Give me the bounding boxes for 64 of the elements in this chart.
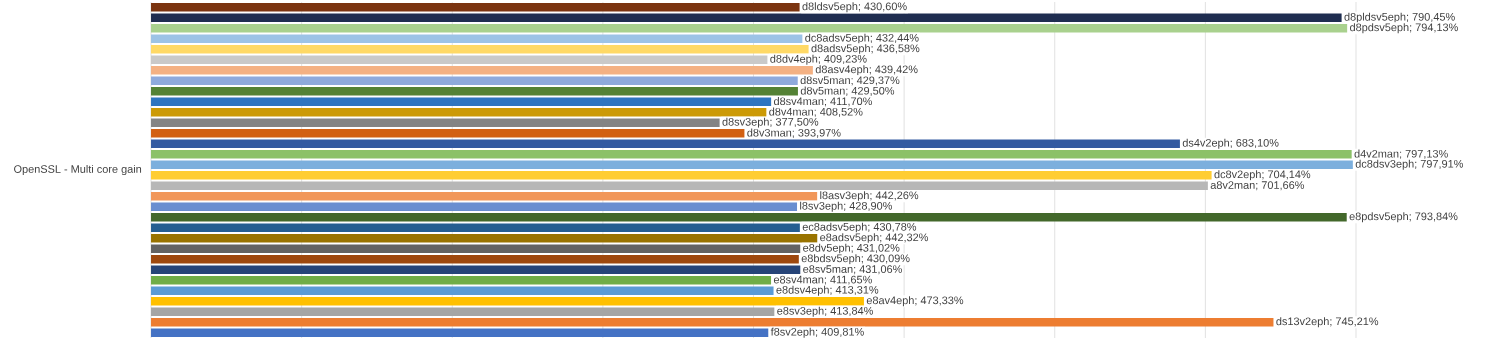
data-label: d8pdsv5eph; 794,13% xyxy=(1350,23,1458,34)
data-label: e8adsv5eph; 442,32% xyxy=(820,233,929,244)
data-label: d8sv3eph; 377,50% xyxy=(722,117,819,129)
bar xyxy=(151,181,1208,191)
data-label: e8dv5eph; 431,02% xyxy=(803,243,900,255)
data-label: e8dsv4eph; 413,31% xyxy=(776,285,879,297)
data-label: d8pldsv5eph; 790,45% xyxy=(1344,12,1455,24)
data-label: d8adsv5eph; 436,58% xyxy=(811,44,920,55)
data-label: d8dv4eph; 409,23% xyxy=(770,54,867,66)
bar xyxy=(151,55,768,65)
data-label: a8v2man; 701,66% xyxy=(1210,181,1305,191)
bar xyxy=(151,297,864,306)
bar xyxy=(151,286,774,296)
bar xyxy=(151,276,772,285)
bar xyxy=(151,234,818,243)
bar xyxy=(151,45,809,54)
bar xyxy=(151,24,1348,33)
data-label: e8av4eph; 473,33% xyxy=(866,296,964,307)
bar xyxy=(151,108,767,117)
data-label: d8sv4man; 411,70% xyxy=(773,97,872,107)
data-label: e8sv4man; 411,65% xyxy=(773,275,872,285)
bar xyxy=(151,223,800,233)
data-label: e8sv3eph; 413,84% xyxy=(777,306,873,318)
data-label: dc8dsv3eph; 797,91% xyxy=(1355,159,1464,171)
data-label: d8v3man; 393,97% xyxy=(747,128,841,139)
data-label: ds4v2eph; 683,10% xyxy=(1182,138,1279,150)
bar xyxy=(151,97,772,107)
bar xyxy=(151,265,801,275)
data-label: l8sv3eph; 428,90% xyxy=(800,201,893,213)
bar xyxy=(151,202,798,212)
bar xyxy=(151,328,769,338)
bar xyxy=(151,118,720,128)
bar xyxy=(151,318,1274,327)
bar xyxy=(151,66,813,75)
data-label: d8v5man; 429,50% xyxy=(800,86,895,97)
data-label: d8asv4eph; 439,42% xyxy=(815,65,918,76)
data-label: e8pdsv5eph; 793,84% xyxy=(1349,212,1458,223)
data-label: d4v2man; 797,13% xyxy=(1354,149,1448,160)
bar xyxy=(151,34,803,44)
bar xyxy=(151,139,1180,149)
bar xyxy=(151,255,799,264)
bar xyxy=(151,13,1342,23)
data-label: d8ldsv5eph; 430,60% xyxy=(802,2,907,13)
bar xyxy=(151,213,1347,222)
y-axis-title: OpenSSL - Multi core gain xyxy=(14,165,142,176)
data-label: d8sv5man; 429,37% xyxy=(800,76,900,86)
bar xyxy=(151,87,798,96)
data-label: ec8adsv5eph; 430,78% xyxy=(802,222,917,234)
data-label: ds13v2eph; 745,21% xyxy=(1276,317,1379,328)
data-label: e8bdsv5eph; 430,09% xyxy=(801,254,910,265)
bar xyxy=(151,3,800,12)
bar xyxy=(151,171,1212,180)
data-label: e8sv5man; 431,06% xyxy=(803,265,902,275)
bar xyxy=(151,129,745,138)
bar xyxy=(151,150,1352,159)
data-label: dc8adsv5eph; 432,44% xyxy=(805,33,919,45)
bar xyxy=(151,76,798,86)
data-label: d8v4man; 408,52% xyxy=(769,107,863,118)
data-label: l8asv3eph; 442,26% xyxy=(820,191,919,202)
data-label: dc8v2eph; 704,14% xyxy=(1214,170,1311,181)
bar xyxy=(151,192,818,201)
bar xyxy=(151,244,801,254)
bar xyxy=(151,307,775,317)
data-label: f8sv2eph; 409,81% xyxy=(770,327,864,339)
